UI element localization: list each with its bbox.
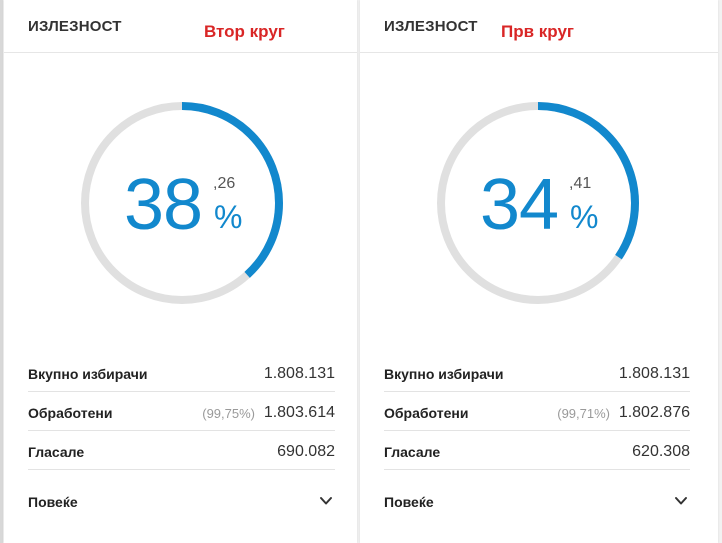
left-edge-divider [0, 0, 3, 543]
panel-title: ИЗЛЕЗНОСТ [384, 18, 478, 35]
turnout-percent-sign: % [214, 199, 243, 235]
stat-label: Вкупно избирачи [384, 366, 504, 382]
stat-percentage: (99,71%) [557, 406, 610, 421]
turnout-decimal: ,41 [569, 175, 592, 192]
gauge-progress-arc [437, 102, 639, 304]
turnout-panel-second-round: ИЗЛЕЗНОСТ Втор круг 38 ,26 % Вкупно изби… [4, 0, 357, 543]
more-toggle-button[interactable]: Повеќе [384, 484, 690, 520]
gauge-progress-arc [81, 102, 283, 304]
more-toggle-button[interactable]: Повеќе [28, 484, 335, 520]
panel-header: ИЗЛЕЗНОСТ Втор круг [4, 0, 357, 53]
turnout-panel-first-round: ИЗЛЕЗНОСТ Прв круг 34 ,41 % Вкупно избир… [360, 0, 718, 543]
chevron-down-icon [675, 497, 687, 505]
stat-row-voted: Гласале 690.082 [28, 431, 335, 470]
more-label: Повеќе [28, 494, 78, 510]
round-label: Прв круг [501, 22, 574, 41]
turnout-decimal: ,26 [213, 175, 236, 192]
stat-label: Обработени [384, 405, 469, 421]
turnout-integer: 38 [124, 165, 203, 245]
turnout-gauge-ring [81, 102, 283, 304]
more-label: Повеќе [384, 494, 434, 510]
turnout-gauge: 34 ,41 % [436, 101, 640, 305]
turnout-stats: Вкупно избирачи 1.808.131 Обработени (99… [28, 353, 335, 470]
turnout-stats: Вкупно избирачи 1.808.131 Обработени (99… [384, 353, 690, 470]
stat-row-total-voters: Вкупно избирачи 1.808.131 [28, 353, 335, 392]
stat-row-total-voters: Вкупно избирачи 1.808.131 [384, 353, 690, 392]
stat-value: 620.308 [632, 443, 690, 460]
stat-label: Гласале [384, 444, 441, 460]
turnout-gauge: 38 ,26 % [80, 101, 284, 305]
stat-row-processed: Обработени (99,75%) 1.803.614 [28, 392, 335, 431]
stat-label: Обработени [28, 405, 113, 421]
stat-row-voted: Гласале 620.308 [384, 431, 690, 470]
stat-value: 1.808.131 [263, 365, 335, 382]
stat-label: Вкупно избирачи [28, 366, 148, 382]
stat-value: 690.082 [277, 443, 335, 460]
stat-row-processed: Обработени (99,71%) 1.802.876 [384, 392, 690, 431]
stat-value: 1.808.131 [618, 365, 690, 382]
stat-value: 1.802.876 [618, 404, 690, 421]
turnout-integer: 34 [480, 165, 559, 245]
turnout-percent-sign: % [570, 199, 599, 235]
stat-value: 1.803.614 [263, 404, 335, 421]
turnout-gauge-ring [437, 102, 639, 304]
panel-header: ИЗЛЕЗНОСТ Прв круг [360, 0, 718, 53]
chevron-down-icon [320, 497, 332, 505]
stat-percentage: (99,75%) [202, 406, 255, 421]
panel-title: ИЗЛЕЗНОСТ [28, 18, 122, 35]
stat-label: Гласале [28, 444, 85, 460]
round-label: Втор круг [204, 22, 285, 41]
